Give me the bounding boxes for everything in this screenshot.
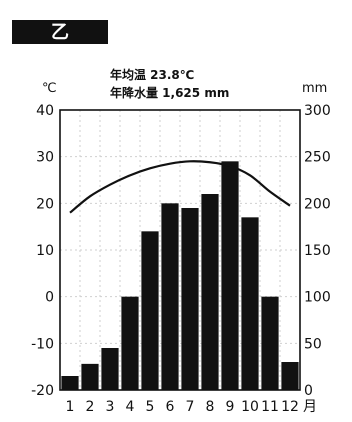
left-axis-tick-label: 20 [36,196,54,212]
precipitation-bar-2 [81,363,99,390]
precipitation-bar-12 [281,362,299,390]
bars-layer [61,161,299,390]
temperature-line [69,160,291,214]
precipitation-bar-9 [221,161,239,390]
grid-layer [60,110,300,390]
left-axis-unit: ℃ [42,81,57,96]
left-axis-tick-label: 40 [36,103,54,119]
x-axis-tick-label: 5 [146,399,155,415]
annotation-line-2: 年降水量 1,625 mm [110,85,229,100]
x-axis-tick-label: 1 [66,399,75,415]
left-axis-tick-label: 0 [45,290,54,306]
right-axis-tick-label: 250 [304,150,331,166]
precipitation-bar-5 [141,231,159,390]
right-axis-tick-label: 200 [304,196,331,212]
precipitation-bar-3 [101,348,119,390]
right-axis-tick-label: 100 [304,290,331,306]
precipitation-bar-1 [61,376,79,390]
right-axis-ticks: 300 250 200 150 100 50 0 [304,103,331,399]
line-layer [69,160,291,214]
x-axis-ticks: 1 2 3 4 5 6 7 8 9 10 11 12 [66,399,299,415]
precipitation-bar-10 [241,217,259,390]
panel-label: 乙 [51,22,69,43]
plot-frame [59,109,301,391]
x-axis-tick-label: 12 [281,399,299,415]
annotation-line-1: 年均温 23.8℃ [110,67,194,82]
left-axis-tick-label: -20 [31,383,54,399]
precipitation-bar-4 [121,296,139,390]
left-axis-tick-label: 30 [36,150,54,166]
x-axis-tick-label: 2 [86,399,95,415]
left-axis-ticks: 40 30 20 10 0 -10 -20 [31,103,54,399]
right-axis-tick-label: 150 [304,243,331,259]
right-axis-tick-label: 0 [304,383,313,399]
x-axis-tick-label: 11 [261,399,279,415]
left-axis-tick-label: 10 [36,243,54,259]
x-axis-tick-label: 9 [226,399,235,415]
precipitation-bar-7 [181,208,199,390]
x-axis-tick-label: 7 [186,399,195,415]
x-axis-tick-label: 6 [166,399,175,415]
precipitation-bar-6 [161,203,179,390]
x-axis-tick-label: 8 [206,399,215,415]
precipitation-bar-8 [201,194,219,390]
x-axis-tick-label: 4 [126,399,135,415]
left-axis-tick-label: -10 [31,336,54,352]
panel-label-box [12,20,108,44]
x-axis-tick-label: 10 [241,399,259,415]
right-axis-tick-label: 50 [304,336,322,352]
x-axis-tick-label: 3 [106,399,115,415]
x-axis-unit: 月 [303,399,317,415]
right-axis-tick-label: 300 [304,103,331,119]
precipitation-bar-11 [261,296,279,390]
right-axis-unit: mm [302,81,327,96]
